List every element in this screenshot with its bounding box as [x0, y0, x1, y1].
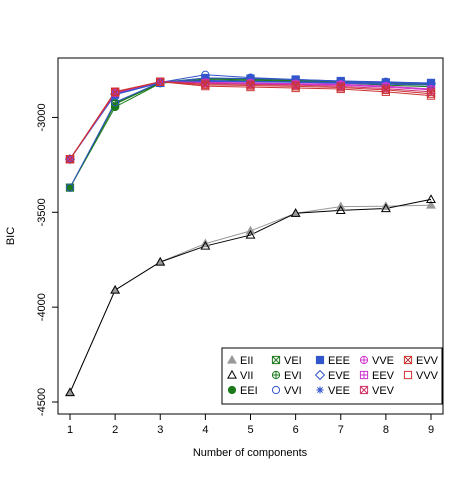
- data-point-vii: [426, 194, 436, 203]
- legend-swatch: [403, 355, 413, 365]
- legend-entry-label: VVE: [372, 355, 394, 367]
- legend-swatch: [316, 386, 324, 394]
- legend-swatch: [227, 369, 237, 379]
- data-point-vvv: [65, 155, 75, 164]
- x-tick-label: 1: [67, 424, 73, 436]
- series-markers: [64, 70, 437, 397]
- legend-swatch: [227, 385, 237, 395]
- series-line-eve: [69, 79, 432, 160]
- data-point-eii: [110, 284, 121, 294]
- x-tick-label: 6: [293, 424, 299, 436]
- x-axis-label: Number of components: [193, 447, 308, 459]
- legend-entry-label: VEI: [284, 355, 302, 367]
- data-point-vii: [245, 229, 256, 239]
- legend-entry-label: VII: [240, 370, 253, 382]
- legend-swatch: [271, 355, 281, 365]
- y-tick-label: -4500: [36, 388, 48, 416]
- legend-swatch: [359, 355, 369, 365]
- series-line-evi: [69, 77, 432, 188]
- legend-swatch: [359, 370, 369, 380]
- x-tick-label: 4: [202, 424, 208, 436]
- data-point-vii: [200, 240, 211, 250]
- series-line-vii: [69, 198, 432, 393]
- series-line-eei: [69, 78, 432, 188]
- data-point-vvv: [201, 82, 210, 91]
- data-point-vvv: [156, 77, 165, 86]
- data-point-vii: [335, 205, 346, 214]
- data-point-vii: [110, 284, 121, 294]
- legend-swatch: [227, 354, 237, 364]
- x-tick-label: 5: [247, 424, 253, 436]
- legend-swatch: [403, 370, 413, 380]
- data-point-vvv: [336, 84, 345, 94]
- series-line-vvv: [69, 81, 432, 160]
- series-line-vev: [69, 81, 432, 160]
- data-point-vvv: [246, 82, 255, 92]
- y-axis: -4500 -4000 -3500 -3000: [36, 103, 59, 416]
- y-tick-label: -4000: [36, 293, 48, 321]
- data-point-vvi: [65, 183, 75, 192]
- data-point-eve: [155, 77, 166, 88]
- legend-entry-label: VEV: [372, 385, 395, 397]
- series-line-vve: [69, 81, 432, 160]
- legend-swatch: [271, 385, 281, 395]
- y-tick-label: -3500: [36, 198, 48, 226]
- series-line-vei: [69, 78, 432, 188]
- data-point-eii: [426, 199, 436, 209]
- data-point-eii: [65, 387, 75, 397]
- data-point-vii: [380, 203, 391, 213]
- legend-entry-label: EVI: [284, 370, 302, 382]
- series-line-evv: [69, 81, 432, 160]
- data-point-vii: [155, 256, 166, 266]
- y-axis-label: BIC: [5, 227, 17, 245]
- x-tick-label: 3: [157, 424, 163, 436]
- legend: EII VII EEI VEI EVI VVI EEE EVE VEE VVE EEV VEV EVV V…: [221, 347, 443, 405]
- data-point-vvv: [426, 91, 436, 100]
- legend-entry-label: EEV: [372, 370, 395, 382]
- legend-entry-label: EEE: [328, 355, 350, 367]
- x-tick-label: 2: [112, 424, 118, 436]
- legend-swatch: [314, 369, 326, 381]
- legend-entry-label: EVV: [416, 355, 439, 367]
- series-line-vee: [69, 80, 432, 160]
- legend-entry-label: EVE: [328, 370, 350, 382]
- legend-entry-label: EII: [240, 355, 253, 367]
- y-tick-label: -3000: [36, 103, 48, 131]
- legend-entry-label: VEE: [328, 385, 350, 397]
- series-line-eev: [69, 81, 432, 160]
- legend-swatch: [315, 355, 325, 365]
- data-point-vvv: [381, 87, 390, 96]
- x-tick-label: 7: [338, 424, 344, 436]
- legend-swatch: [359, 385, 369, 395]
- legend-entry-label: VVI: [284, 385, 302, 397]
- legend-entry-label: EEI: [240, 385, 258, 397]
- data-point-vvv: [291, 83, 300, 93]
- x-tick-label: 9: [428, 424, 434, 436]
- data-point-vii: [65, 387, 75, 397]
- x-tick-label: 8: [383, 424, 389, 436]
- data-point-vii: [290, 208, 301, 217]
- legend-swatch: [271, 370, 281, 380]
- legend-entry-label: VVV: [416, 370, 439, 382]
- x-axis: 1 2 3 4 5 6 7 8 9: [67, 413, 434, 436]
- data-point-vvv: [111, 87, 120, 96]
